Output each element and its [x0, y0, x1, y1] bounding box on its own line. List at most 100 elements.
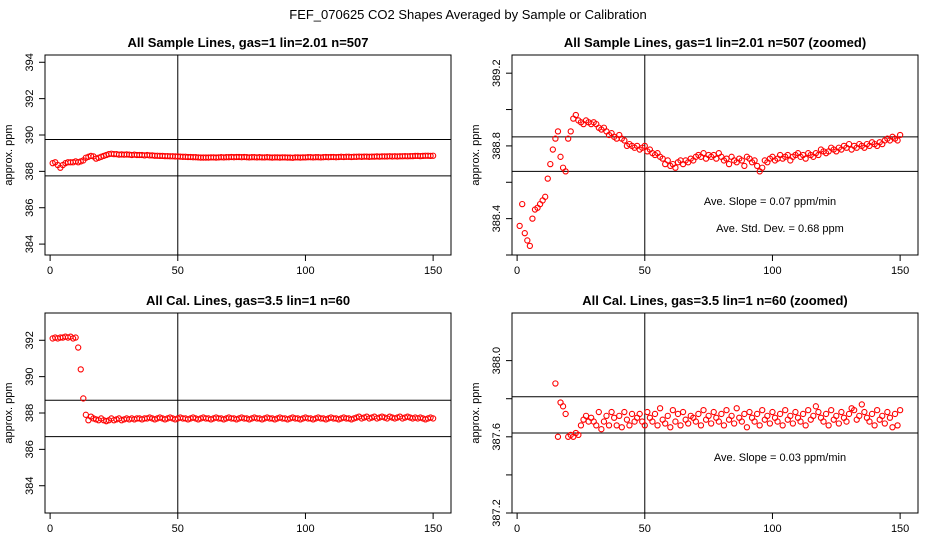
data-point	[741, 410, 748, 418]
data-point	[769, 408, 776, 416]
data-points	[49, 150, 437, 171]
data-point	[894, 422, 901, 429]
data-point	[718, 410, 725, 418]
data-point	[856, 412, 863, 420]
data-point	[764, 412, 771, 420]
data-point	[557, 153, 564, 160]
data-point	[519, 200, 526, 208]
data-point	[526, 242, 534, 250]
y-axis-label: approx. ppm	[3, 382, 15, 443]
y-tick-label: 386	[24, 440, 36, 458]
x-tick-label: 150	[891, 523, 909, 535]
x-tick-label: 100	[296, 523, 314, 535]
data-point	[80, 395, 87, 402]
data-point	[751, 418, 758, 425]
data-point	[567, 128, 574, 135]
data-point	[884, 408, 891, 416]
data-point	[843, 418, 850, 425]
data-point	[593, 422, 600, 429]
data-point	[672, 164, 679, 171]
data-point	[529, 215, 536, 222]
data-point	[577, 422, 585, 429]
data-point	[598, 426, 605, 433]
y-tick-label: 388	[24, 404, 36, 422]
y-tick-label: 389.2	[491, 59, 503, 87]
plot-frame	[511, 312, 919, 514]
data-point	[787, 412, 794, 420]
data-point	[812, 403, 820, 410]
data-point	[728, 412, 735, 420]
data-point	[759, 164, 766, 171]
data-point	[516, 222, 523, 230]
data-point	[851, 406, 858, 414]
y-tick-label: 390	[24, 126, 36, 144]
data-point	[77, 366, 84, 373]
x-tick-label: 100	[296, 265, 314, 277]
data-point	[753, 410, 761, 418]
data-points	[552, 380, 904, 440]
data-point	[797, 418, 804, 425]
data-point	[82, 411, 90, 418]
data-point	[782, 406, 789, 414]
data-point	[879, 412, 886, 420]
y-tick-label: 387.6	[491, 423, 503, 451]
data-point	[636, 410, 643, 418]
data-point	[427, 152, 434, 160]
y-tick-label: 388.8	[491, 132, 503, 160]
data-point	[743, 424, 751, 431]
panel-title: All Sample Lines, gas=1 lin=2.01 n=507	[128, 35, 369, 50]
y-tick-label: 392	[24, 331, 36, 349]
data-point	[623, 416, 631, 423]
data-point	[799, 410, 807, 418]
figure-title: FEF_070625 CO2 Shapes Averaged by Sample…	[289, 7, 646, 22]
x-tick-label: 50	[639, 265, 651, 277]
x-tick-label: 100	[763, 523, 781, 535]
y-tick-label: 394	[24, 53, 36, 71]
data-point	[692, 418, 699, 425]
data-point	[549, 146, 557, 153]
data-point	[562, 410, 569, 418]
y-axis-label: approx. ppm	[470, 124, 482, 185]
data-point	[429, 152, 437, 159]
data-point	[896, 406, 904, 414]
data-point	[753, 162, 761, 170]
data-point	[664, 157, 671, 164]
data-point	[825, 422, 832, 429]
data-point	[738, 418, 745, 425]
chart-panel-2: All Sample Lines, gas=1 lin=2.01 n=507 (…	[470, 35, 919, 277]
data-point	[654, 422, 661, 429]
data-point	[741, 162, 748, 170]
data-point	[894, 137, 901, 144]
x-tick-label: 50	[639, 523, 651, 535]
x-tick-label: 0	[47, 265, 53, 277]
data-point	[733, 405, 740, 412]
data-point	[641, 142, 648, 150]
data-points	[49, 333, 437, 425]
chart-panel-4: All Cal. Lines, gas=3.5 lin=1 n=60 (zoom…	[470, 293, 919, 535]
annotation: Ave. Slope = 0.03 ppm/min	[714, 452, 846, 464]
data-point	[873, 406, 881, 414]
data-point	[552, 380, 559, 387]
data-point	[524, 237, 531, 244]
data-point	[751, 157, 758, 164]
y-tick-label: 384	[24, 235, 36, 253]
panel-title: All Cal. Lines, gas=3.5 lin=1 n=60	[146, 293, 350, 308]
x-tick-label: 50	[172, 265, 184, 277]
y-tick-label: 384	[24, 477, 36, 495]
data-point	[542, 193, 549, 200]
data-point	[677, 422, 684, 429]
data-point	[828, 406, 835, 414]
data-point	[822, 410, 830, 418]
data-point	[662, 420, 669, 427]
data-point	[710, 408, 717, 416]
data-point	[720, 422, 728, 429]
data-point	[608, 408, 615, 416]
data-point	[774, 418, 781, 425]
data-point	[896, 131, 904, 139]
data-point	[759, 406, 766, 414]
y-tick-label: 388	[24, 162, 36, 180]
chart-panels: All Sample Lines, gas=1 lin=2.01 n=507 ap…	[3, 35, 919, 535]
data-points	[516, 111, 904, 250]
data-point	[835, 420, 842, 427]
y-axis-label: approx. ppm	[3, 124, 15, 185]
